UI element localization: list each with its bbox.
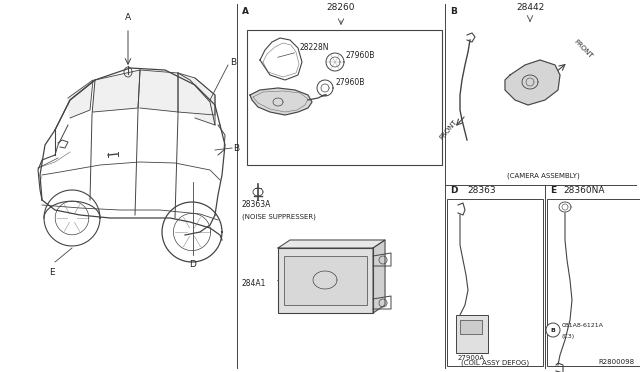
Text: D: D [450, 186, 458, 195]
Text: B: B [230, 58, 236, 67]
Text: FRONT: FRONT [573, 38, 594, 59]
Bar [456, 315, 488, 353]
Text: (CAMERA ASSEMBLY): (CAMERA ASSEMBLY) [507, 172, 579, 179]
Polygon shape [278, 240, 385, 248]
Text: 27960B: 27960B [336, 78, 365, 87]
Bar [247, 30, 442, 165]
Text: B: B [450, 7, 457, 16]
Text: E: E [550, 186, 556, 195]
Polygon shape [93, 70, 140, 112]
Bar [547, 199, 640, 366]
Polygon shape [195, 78, 215, 125]
Polygon shape [250, 88, 312, 115]
Text: 27900A: 27900A [458, 355, 485, 361]
Bar [460, 320, 482, 334]
Polygon shape [260, 38, 302, 80]
Polygon shape [505, 60, 560, 105]
Bar [284, 256, 367, 305]
Text: (COIL ASSY DEFOG): (COIL ASSY DEFOG) [461, 359, 529, 366]
Text: B: B [233, 144, 239, 153]
Text: 27960B: 27960B [346, 51, 376, 60]
Polygon shape [68, 80, 93, 118]
Text: 28360NA: 28360NA [563, 186, 605, 195]
Polygon shape [373, 240, 385, 313]
Text: R2800098: R2800098 [599, 359, 635, 365]
Text: 28260: 28260 [327, 3, 355, 12]
Text: 28228N: 28228N [278, 43, 330, 57]
Text: 081A8-6121A: 081A8-6121A [562, 323, 604, 328]
Bar [447, 199, 543, 366]
Text: 28363A: 28363A [242, 200, 271, 209]
Text: A: A [242, 7, 249, 16]
Text: 28363: 28363 [467, 186, 495, 195]
Text: 28442: 28442 [516, 3, 544, 12]
Bar [278, 248, 373, 313]
Text: FRONT: FRONT [438, 119, 458, 141]
Text: 284A1: 284A1 [242, 279, 266, 288]
Polygon shape [178, 73, 215, 115]
Polygon shape [140, 70, 178, 112]
Text: B: B [550, 327, 556, 333]
Text: (C3): (C3) [562, 334, 575, 339]
Circle shape [546, 323, 560, 337]
Text: (NOISE SUPPRESSER): (NOISE SUPPRESSER) [242, 213, 316, 219]
Text: E: E [49, 268, 55, 277]
Text: D: D [189, 260, 196, 269]
Text: A: A [125, 13, 131, 22]
